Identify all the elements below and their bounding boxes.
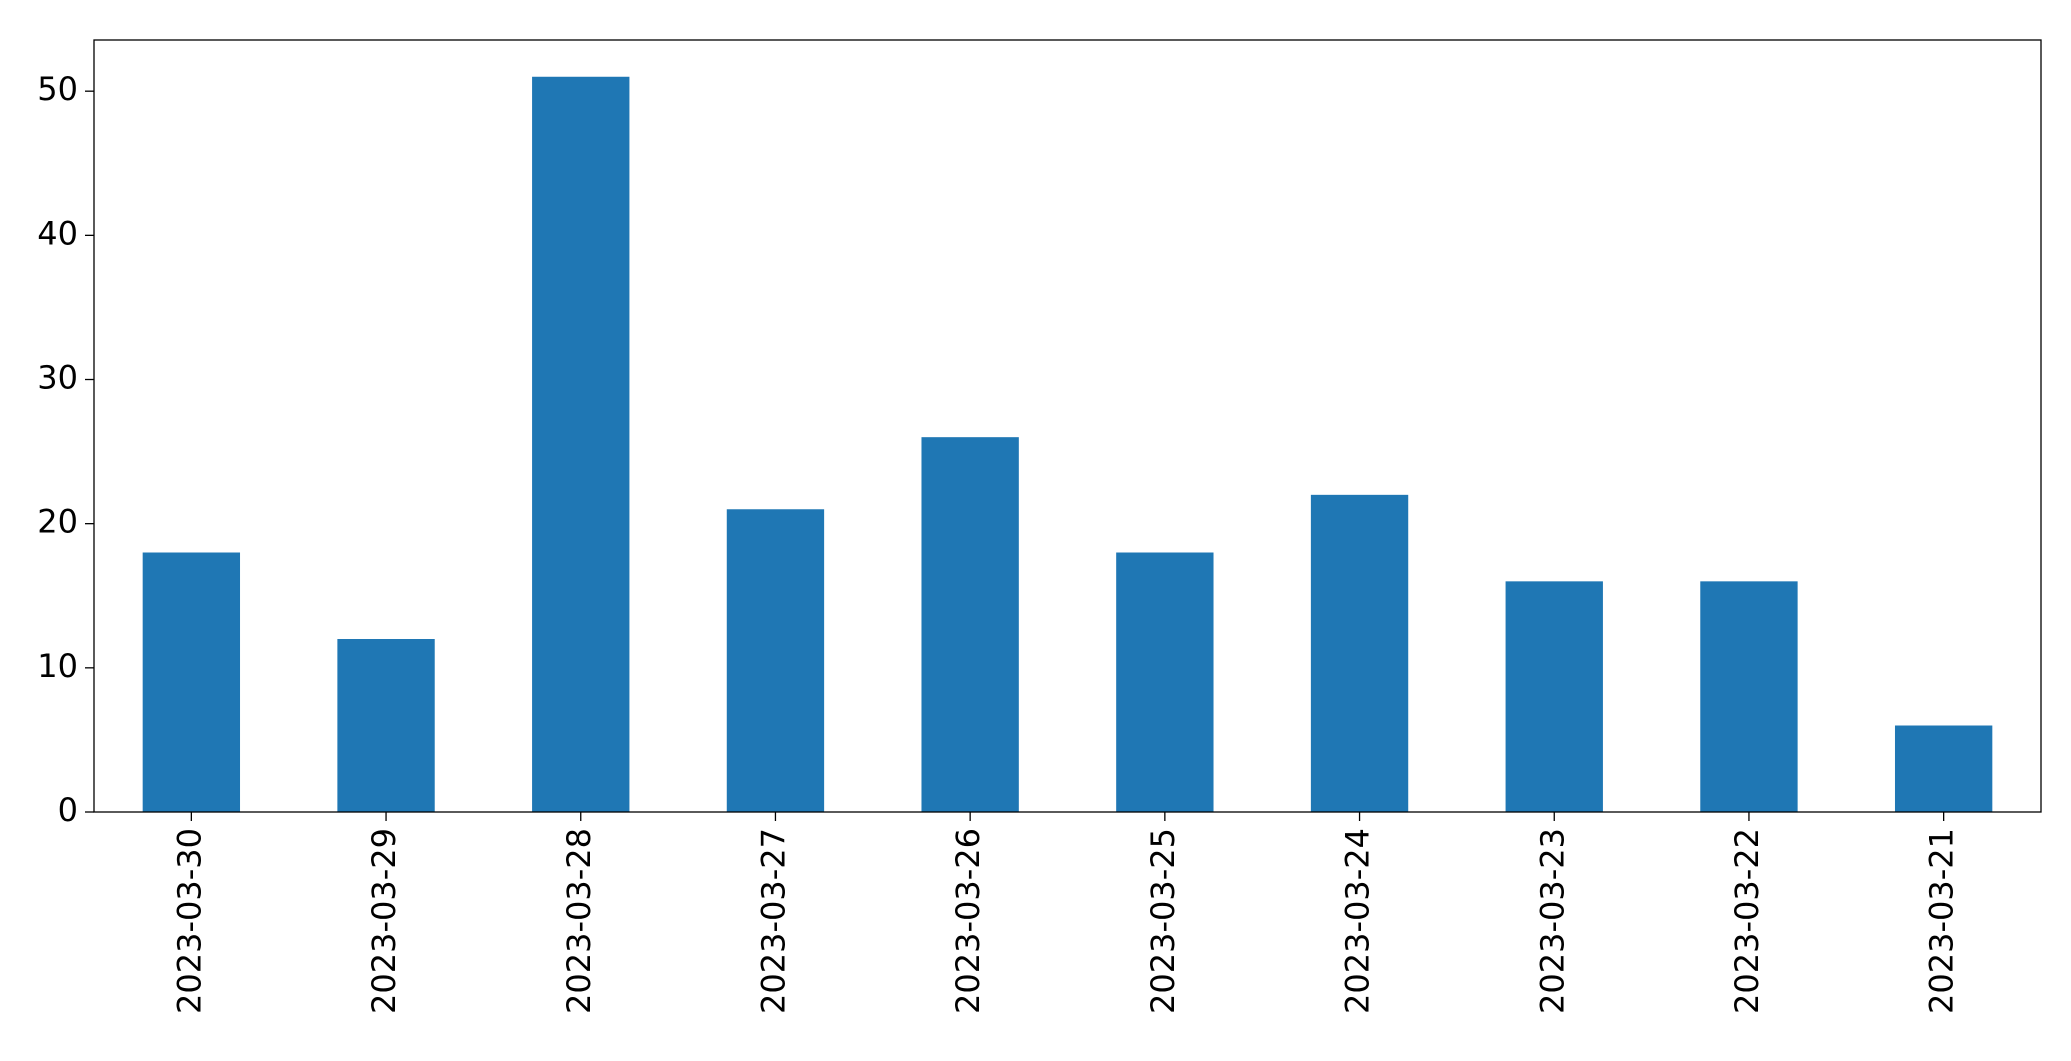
y-tick-label: 10 [37, 647, 78, 685]
x-tick-label: 2023-03-21 [1923, 828, 1961, 1014]
y-tick-label: 20 [37, 503, 78, 541]
x-tick-label: 2023-03-22 [1728, 828, 1766, 1014]
x-tick-label: 2023-03-23 [1533, 828, 1571, 1014]
x-tick-label: 2023-03-27 [754, 828, 792, 1014]
y-tick-label: 50 [37, 70, 78, 108]
x-tick-label: 2023-03-24 [1339, 828, 1377, 1014]
bar [726, 509, 825, 812]
x-tick-label: 2023-03-30 [170, 828, 208, 1014]
bar [1894, 725, 1993, 812]
bar [1116, 552, 1214, 812]
bar [337, 639, 435, 812]
y-tick-label: 30 [37, 359, 78, 397]
x-tick-label: 2023-03-28 [560, 828, 598, 1014]
bar [1505, 581, 1603, 812]
x-tick-label: 2023-03-25 [1144, 828, 1182, 1014]
bar [921, 437, 1019, 812]
x-tick-label: 2023-03-26 [949, 828, 987, 1014]
y-tick-label: 40 [37, 214, 78, 252]
plot-frame [93, 39, 2042, 813]
bar [1310, 494, 1409, 812]
x-tick-label: 2023-03-29 [365, 828, 403, 1014]
bar [142, 552, 241, 812]
y-tick-label: 0 [58, 791, 78, 829]
bar [1700, 581, 1798, 812]
bar [532, 76, 630, 812]
